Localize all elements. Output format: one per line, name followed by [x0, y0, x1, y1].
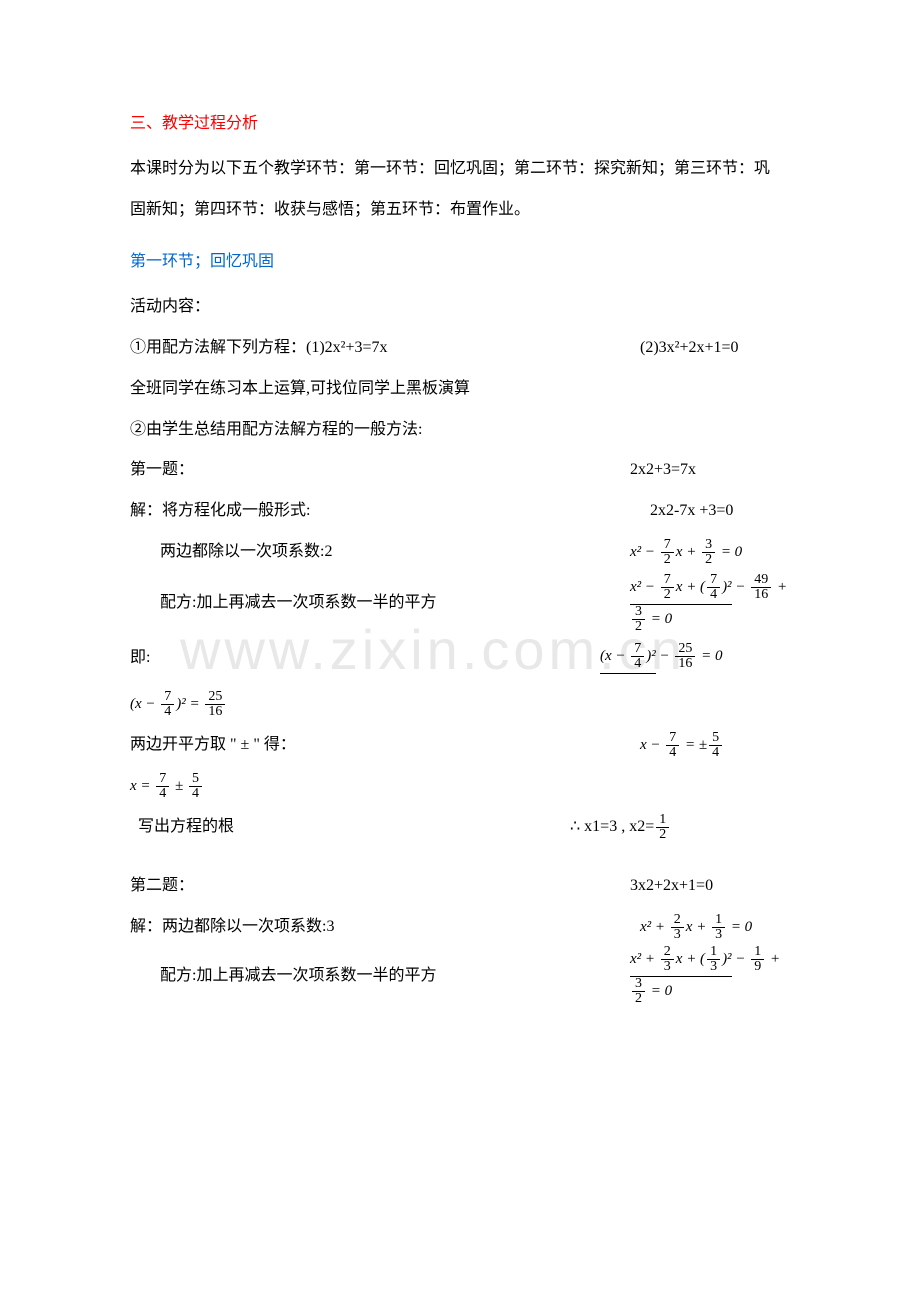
intro-paragraph-line2: 固新知；第四环节：收获与感悟；第五环节：布置作业。: [130, 196, 790, 225]
sol-label: 解：将方程化成一般形式:: [130, 497, 310, 526]
exercise-1-row: ①用配方法解下列方程：(1)2x²+3=7x (2)3x²+2x+1=0: [130, 334, 790, 363]
q2-complete-equation: x² + 23x + (13)² − 19 + 32 = 0: [630, 945, 790, 1006]
section-heading-red: 三、教学过程分析: [130, 110, 790, 139]
document-content: 三、教学过程分析 本课时分为以下五个教学环节：第一环节：回忆巩固；第二环节：探究…: [130, 110, 790, 990]
section-heading-blue: 第一环节；回忆巩固: [130, 248, 790, 277]
ji-label: 即:: [130, 644, 150, 673]
complete-equation: x² − 72x + (74)² − 4916 + 32 = 0: [630, 573, 790, 634]
q2-equation: 3x2+2x+1=0: [630, 872, 713, 901]
q2-divide-equation: x² + 23x + 13 = 0: [640, 913, 752, 942]
q2-sol-label: 解：两边都除以一次项系数:3: [130, 913, 334, 942]
roots-row: 写出方程的根 ∴ x1=3 , x2=12: [130, 813, 790, 842]
sqrt-label: 两边开平方取 " ± " 得：: [130, 731, 296, 760]
exercise-2-text: ②由学生总结用配方法解方程的一般方法:: [130, 416, 790, 445]
q2-divide-row: 解：两边都除以一次项系数:3 x² + 23x + 13 = 0: [130, 913, 790, 942]
q2-complete-label: 配方:加上再减去一次项系数一半的平方: [160, 962, 436, 991]
intermediate-equation: (x − 74)² = 2516: [130, 690, 790, 719]
exercise-1-left: ①用配方法解下列方程：(1)2x²+3=7x: [130, 334, 388, 363]
q1-label: 第一题：: [130, 456, 194, 485]
complete-label: 配方:加上再减去一次项系数一半的平方: [160, 589, 436, 618]
divide-equation: x² − 72x + 32 = 0: [630, 538, 742, 567]
roots-prefix: ∴ x1=3 , x2=: [570, 818, 654, 835]
divide-label: 两边都除以一次项系数:2: [160, 538, 332, 567]
activity-label: 活动内容：: [130, 293, 790, 322]
sol-eq1: 2x2-7x +3=0: [650, 497, 733, 526]
q2-row: 第二题： 3x2+2x+1=0: [130, 872, 790, 901]
q1-row: 第一题： 2x2+3=7x: [130, 456, 790, 485]
solution-row-1: 解：将方程化成一般形式: 2x2-7x +3=0: [130, 497, 790, 526]
complete-square-row: 配方:加上再减去一次项系数一半的平方 x² − 72x + (74)² − 49…: [130, 589, 790, 618]
class-instruction: 全班同学在练习本上运算,可找位同学上黑板演算: [130, 375, 790, 404]
q2-complete-row: 配方:加上再减去一次项系数一半的平方 x² + 23x + (13)² − 19…: [130, 962, 790, 991]
exercise-1-right: (2)3x²+2x+1=0: [640, 334, 739, 363]
roots-label: 写出方程的根: [138, 813, 234, 842]
ji-row: 即: (x − 74)² − 2516 = 0: [130, 644, 790, 673]
x-equals-equation: x = 74 ± 54: [130, 772, 790, 801]
divide-row: 两边都除以一次项系数:2 x² − 72x + 32 = 0: [130, 538, 790, 567]
roots-result: ∴ x1=3 , x2=12: [570, 813, 671, 842]
sqrt-row: 两边开平方取 " ± " 得： x − 74 = ±54: [130, 731, 790, 760]
ji-equation: (x − 74)² − 2516 = 0: [600, 642, 723, 674]
q2-label: 第二题：: [130, 872, 194, 901]
q1-equation: 2x2+3=7x: [630, 456, 696, 485]
intro-paragraph-line1: 本课时分为以下五个教学环节：第一环节：回忆巩固；第二环节：探究新知；第三环节：巩: [130, 155, 790, 184]
sqrt-equation: x − 74 = ±54: [640, 731, 724, 760]
